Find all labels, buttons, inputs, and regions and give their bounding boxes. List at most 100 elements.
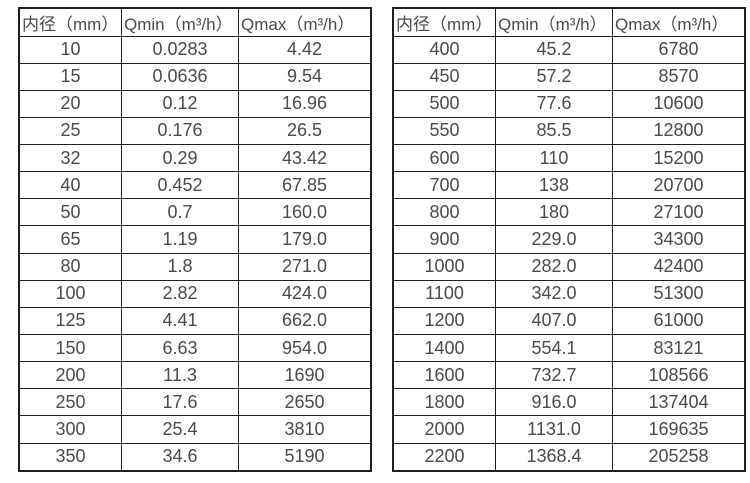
table-cell: 11.3 [121,361,239,390]
table-cell: 0.29 [121,144,239,173]
table-cell: 67.85 [238,171,372,200]
table-cell: 25 [18,116,122,146]
table-cell: 500 [392,89,496,118]
table-cell: 15 [18,62,122,91]
table-row: 1600 732.7 108566 [392,361,746,390]
table-row: 15 0.0636 9.54 [18,62,372,91]
table-cell: 5190 [238,442,372,472]
table-cell: 50 [18,198,122,227]
table-cell: 20 [18,89,122,118]
table-cell: 42400 [612,252,746,281]
column-header: 内径（mm） [18,7,122,37]
table-cell: 1.8 [121,252,239,281]
table-cell: 34300 [612,225,746,254]
table-cell: 250 [18,388,122,417]
table-cell: 732.7 [495,361,613,390]
table-row: 2000 1131.0 169635 [392,415,746,444]
table-row: 100 2.82 424.0 [18,279,372,308]
table-cell: 180 [495,198,613,227]
table-row: 1000 282.0 42400 [392,252,746,281]
spec-table-large-diameter: 内径（mm） Qmin（m³/h） Qmax（m³/h） 400 45.2 6780 450… [392,7,746,472]
table-cell: 700 [392,171,496,200]
table-row: 125 4.41 662.0 [18,306,372,336]
table-cell: 0.0283 [121,35,239,64]
table-cell: 800 [392,198,496,227]
table-cell: 1600 [392,361,496,390]
table-cell: 554.1 [495,334,613,363]
table-cell: 3810 [238,415,372,444]
table-row: 800 180 27100 [392,198,746,227]
table-row: 25 0.176 26.5 [18,116,372,146]
table-cell: 34.6 [121,442,239,472]
table-row: 2200 1368.4 205258 [392,442,746,472]
table-row: 40 0.452 67.85 [18,171,372,200]
table-cell: 12800 [612,116,746,146]
table-row: 700 138 20700 [392,171,746,200]
column-header: 内径（mm） [392,7,496,37]
table-cell: 271.0 [238,252,372,281]
table-row: 1200 407.0 61000 [392,306,746,336]
table-cell: 1368.4 [495,442,613,472]
table-cell: 282.0 [495,252,613,281]
table-cell: 200 [18,361,122,390]
table-cell: 100 [18,279,122,308]
table-cell: 2650 [238,388,372,417]
table-cell: 342.0 [495,279,613,308]
header-row: 内径（mm） Qmin（m³/h） Qmax（m³/h） [392,7,746,37]
table-row: 1800 916.0 137404 [392,388,746,417]
table-cell: 662.0 [238,306,372,336]
table-cell: 40 [18,171,122,200]
table-row: 450 57.2 8570 [392,62,746,91]
column-header: Qmin（m³/h） [495,7,613,37]
table-cell: 300 [18,415,122,444]
table-cell: 179.0 [238,225,372,254]
table-cell: 57.2 [495,62,613,91]
table-cell: 6.63 [121,334,239,363]
table-cell: 27100 [612,198,746,227]
table-cell: 550 [392,116,496,146]
table-cell: 350 [18,442,122,472]
table-cell: 61000 [612,306,746,336]
table-cell: 85.5 [495,116,613,146]
table-cell: 150 [18,334,122,363]
table-cell: 125 [18,306,122,336]
table-cell: 407.0 [495,306,613,336]
table-cell: 51300 [612,279,746,308]
table-cell: 169635 [612,415,746,444]
table-row: 80 1.8 271.0 [18,252,372,281]
table-row: 1400 554.1 83121 [392,334,746,363]
table-row: 250 17.6 2650 [18,388,372,417]
table-cell: 1400 [392,334,496,363]
table-row: 300 25.4 3810 [18,415,372,444]
table-cell: 10600 [612,89,746,118]
table-cell: 1.19 [121,225,239,254]
table-row: 1100 342.0 51300 [392,279,746,308]
table-row: 500 77.6 10600 [392,89,746,118]
table-cell: 1690 [238,361,372,390]
table-row: 50 0.7 160.0 [18,198,372,227]
table-row: 65 1.19 179.0 [18,225,372,254]
table-row: 400 45.2 6780 [392,35,746,64]
table-cell: 138 [495,171,613,200]
column-header: Qmax（m³/h） [612,7,746,37]
table-row: 200 11.3 1690 [18,361,372,390]
table-cell: 0.176 [121,116,239,146]
table-cell: 1200 [392,306,496,336]
table-cell: 229.0 [495,225,613,254]
table-cell: 2000 [392,415,496,444]
table-cell: 0.0636 [121,62,239,91]
table-cell: 600 [392,144,496,173]
table-cell: 0.452 [121,171,239,200]
table-cell: 77.6 [495,89,613,118]
table-cell: 450 [392,62,496,91]
table-cell: 1000 [392,252,496,281]
table-cell: 0.7 [121,198,239,227]
table-cell: 4.41 [121,306,239,336]
table-cell: 2200 [392,442,496,472]
table-cell: 1800 [392,388,496,417]
table-row: 350 34.6 5190 [18,442,372,472]
table-cell: 160.0 [238,198,372,227]
table-cell: 108566 [612,361,746,390]
table-cell: 8570 [612,62,746,91]
table-cell: 15200 [612,144,746,173]
